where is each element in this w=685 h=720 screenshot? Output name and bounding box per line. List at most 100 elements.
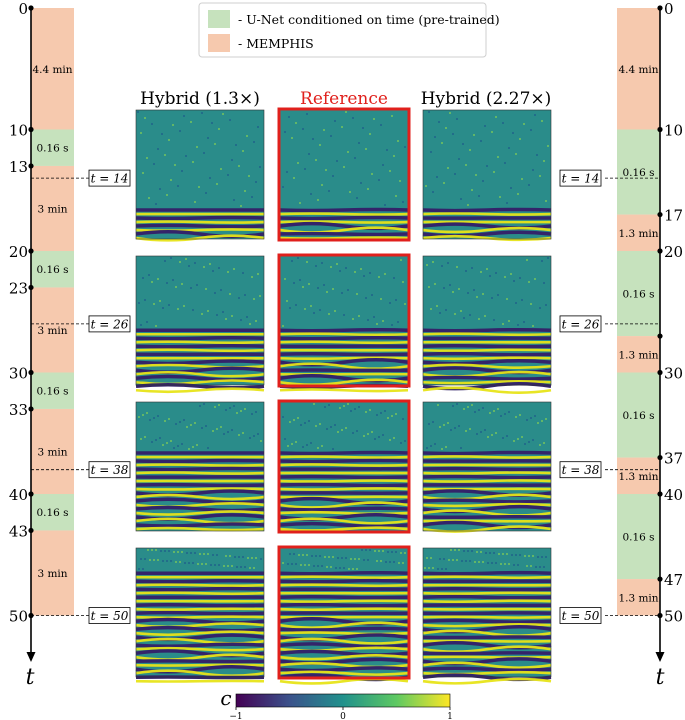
panel-stripe-light xyxy=(135,591,265,596)
panel-stripe-light xyxy=(422,661,552,669)
panel-noise-speck xyxy=(541,556,543,558)
panel-noise-speck xyxy=(545,304,547,306)
panel-noise-speck xyxy=(146,412,148,414)
panel-stripe-light xyxy=(279,677,409,685)
panel-noise-speck xyxy=(317,565,319,567)
panel-noise-speck xyxy=(170,179,172,181)
panel-noise-speck xyxy=(378,179,380,181)
timeline-segment-label: 4.4 min xyxy=(32,64,72,76)
panel-noise-speck xyxy=(289,421,291,423)
panel-noise-speck xyxy=(478,561,480,563)
panel-noise-speck xyxy=(282,562,284,564)
timeline-segment-unet xyxy=(617,129,660,215)
panel-noise-speck xyxy=(214,406,216,408)
panel-noise-speck xyxy=(358,142,360,144)
panel-noise-speck xyxy=(260,558,262,560)
panel-noise-speck xyxy=(434,283,436,285)
panel-noise-speck xyxy=(170,257,172,259)
panel-noise-speck xyxy=(430,308,432,310)
panel-noise-speck xyxy=(205,192,207,194)
panel-stripe-light xyxy=(135,340,265,345)
panel-noise-speck xyxy=(528,555,530,557)
panel-stripe-dark xyxy=(279,578,409,584)
panel-noise-speck xyxy=(225,555,227,557)
panel-noise-speck xyxy=(365,411,367,413)
panel-noise-speck xyxy=(469,149,471,151)
panel-stripe-dark xyxy=(279,450,409,456)
panel-noise-speck xyxy=(441,448,443,450)
panel-noise-speck xyxy=(297,162,299,164)
timeline-segment-label: 0.16 s xyxy=(36,264,68,276)
panel-stripe-dark xyxy=(135,642,265,648)
panel-stripe-dark xyxy=(279,506,409,512)
panel-stripe-light xyxy=(135,679,265,683)
panel-noise-speck xyxy=(192,309,194,311)
panel-noise-speck xyxy=(321,565,323,567)
panel-stripe-light xyxy=(135,471,265,475)
panel-noise-speck xyxy=(192,562,194,564)
timeline-tick-dot xyxy=(657,333,663,339)
panel-noise-speck xyxy=(207,553,209,555)
panel-noise-speck xyxy=(445,446,447,448)
panel-noise-speck xyxy=(229,555,231,557)
timeline-arrow-icon xyxy=(26,652,36,662)
timeline-segment-label: 1.3 min xyxy=(618,228,658,240)
panel-noise-speck xyxy=(197,563,199,565)
panel-noise-speck xyxy=(363,275,365,277)
panel-noise-speck xyxy=(508,411,510,413)
panel-noise-speck xyxy=(471,189,473,191)
panel-stripe-light xyxy=(135,646,265,652)
panel-border xyxy=(135,401,265,532)
panel-noise-speck xyxy=(452,405,454,407)
panel-noise-speck xyxy=(356,430,358,432)
panel-noise-speck xyxy=(284,131,286,133)
panel-noise-speck xyxy=(231,159,233,161)
timeline-segment-unet xyxy=(31,494,74,531)
panel-noise-speck xyxy=(530,129,532,131)
panel-stripe-dark xyxy=(135,522,265,528)
panel-noise-speck xyxy=(447,262,449,264)
panel-noise-speck xyxy=(188,448,190,450)
panel-noise-speck xyxy=(251,276,253,278)
snapshot-panel xyxy=(422,401,552,533)
panel-noise-speck xyxy=(282,186,284,188)
panel-noise-speck xyxy=(233,405,235,407)
panel-noise-speck xyxy=(513,440,515,442)
panel-noise-speck xyxy=(313,403,315,405)
panel-noise-speck xyxy=(430,151,432,153)
panel-noise-speck xyxy=(350,558,352,560)
panel-noise-speck xyxy=(257,126,259,128)
panel-noise-speck xyxy=(337,557,339,559)
panel-noise-speck xyxy=(395,551,397,553)
panel-noise-speck xyxy=(332,288,334,290)
panel-noise-speck xyxy=(183,115,185,117)
panel-noise-speck xyxy=(387,551,389,553)
panel-noise-speck xyxy=(513,564,515,566)
panel-noise-speck xyxy=(441,142,443,144)
panel-noise-speck xyxy=(330,266,332,268)
panel-noise-speck xyxy=(251,196,253,198)
panel-noise-speck xyxy=(482,561,484,563)
panel-noise-speck xyxy=(244,294,246,296)
panel-noise-speck xyxy=(223,433,225,435)
panel-noise-speck xyxy=(495,116,497,118)
panel-noise-speck xyxy=(137,111,139,113)
panel-noise-speck xyxy=(428,286,430,288)
panel-noise-speck xyxy=(493,552,495,554)
panel-noise-speck xyxy=(315,425,317,427)
panel-noise-speck xyxy=(291,443,293,445)
panel-noise-speck xyxy=(343,405,345,407)
timeline-tick-dot xyxy=(657,576,663,582)
panel-noise-speck xyxy=(308,420,310,422)
time-tag-label: t = 50 xyxy=(562,609,600,623)
panel-noise-speck xyxy=(302,286,304,288)
panel-noise-speck xyxy=(173,447,175,449)
timeline-tick-label: 0 xyxy=(664,0,674,18)
time-tag-box xyxy=(88,315,131,333)
panel-noise-speck xyxy=(380,298,382,300)
panel-noise-speck xyxy=(526,419,528,421)
panel-noise-speck xyxy=(524,443,526,445)
panel-noise-speck xyxy=(231,315,233,317)
panel-noise-speck xyxy=(437,404,439,406)
panel-stripe-light xyxy=(279,332,409,337)
